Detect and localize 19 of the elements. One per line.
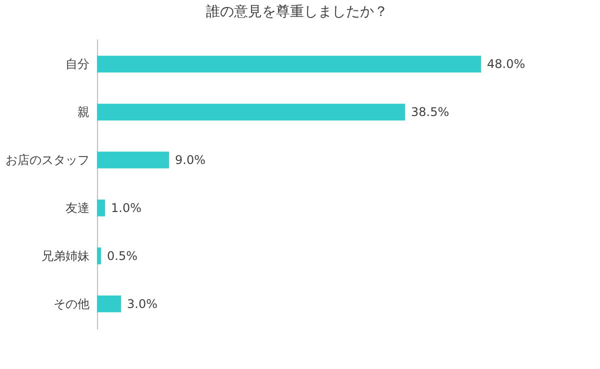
- bar: [97, 248, 101, 264]
- chart-title: 誰の意見を尊重しましたか？: [206, 4, 388, 20]
- data-label: 48.0%: [487, 57, 526, 72]
- data-label: 3.0%: [127, 296, 158, 311]
- data-label: 9.0%: [175, 153, 206, 168]
- y-tick-label: 兄弟姉妹: [42, 248, 90, 263]
- data-label: 1.0%: [111, 200, 142, 215]
- y-tick-label: 友達: [66, 200, 90, 215]
- bar: [97, 152, 169, 168]
- bar: [97, 295, 121, 312]
- bar: [97, 56, 481, 73]
- y-tick-label: お店のスタッフ: [6, 153, 90, 168]
- data-label: 0.5%: [107, 248, 138, 263]
- bar: [97, 200, 105, 216]
- y-tick-label: 自分: [66, 57, 90, 72]
- bar: [97, 104, 405, 120]
- data-label: 38.5%: [411, 105, 450, 120]
- y-tick-label: その他: [54, 296, 90, 311]
- y-tick-label: 親: [78, 105, 90, 120]
